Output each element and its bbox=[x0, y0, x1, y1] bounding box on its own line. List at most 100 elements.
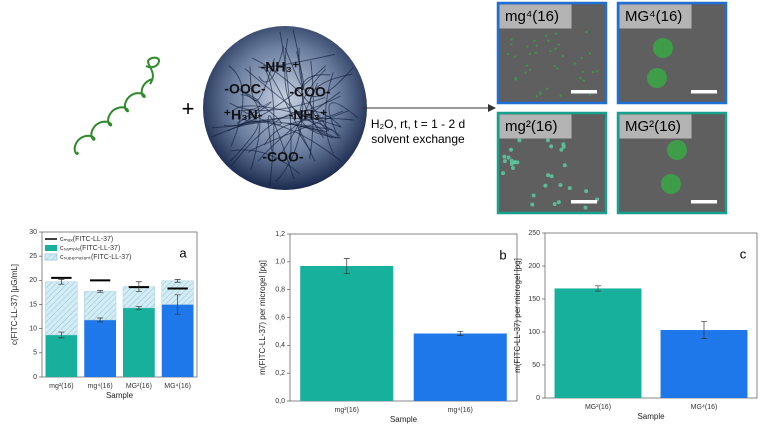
microgel-particle bbox=[549, 49, 552, 53]
scale-bar bbox=[691, 90, 717, 94]
group-label: -COO- bbox=[262, 149, 304, 165]
microgel-particle bbox=[653, 38, 673, 58]
error-bar-line bbox=[457, 331, 464, 336]
microgel-particle bbox=[556, 200, 561, 205]
microgel-particle bbox=[584, 189, 589, 194]
microgel-particle bbox=[567, 186, 572, 191]
microgel-particle bbox=[554, 32, 558, 35]
microgel-particle bbox=[588, 52, 592, 55]
protein-helix bbox=[73, 56, 160, 155]
microgel-particle bbox=[549, 144, 554, 149]
microgel-particle bbox=[517, 138, 522, 143]
microgel-particle bbox=[547, 39, 550, 42]
x-tick-label: MG⁴(16) bbox=[164, 383, 191, 390]
x-tick-label: mg²(16) bbox=[334, 407, 359, 414]
microgel-particle bbox=[581, 70, 585, 73]
y-tick-label: 0 bbox=[33, 374, 37, 381]
plus-sign: + bbox=[182, 96, 195, 121]
microgel-particle bbox=[554, 47, 557, 51]
microgel-particle bbox=[661, 174, 681, 194]
microgel-particle bbox=[501, 171, 506, 176]
error-bar-line bbox=[58, 331, 65, 339]
polymer-strand bbox=[257, 91, 341, 162]
microgel-particle bbox=[535, 44, 539, 47]
scale-bar bbox=[571, 200, 597, 204]
microgel-particle bbox=[502, 154, 507, 159]
group-label: -OOC- bbox=[224, 81, 266, 97]
error-bar bbox=[97, 290, 104, 293]
microgel-particle bbox=[506, 52, 510, 56]
polymer-strand bbox=[324, 72, 334, 154]
error-bar bbox=[701, 321, 707, 339]
microgel-particle bbox=[585, 30, 588, 34]
legend-label: cₘₐₓ(FITC-LL-37) bbox=[60, 236, 113, 243]
microgel-particle bbox=[515, 160, 520, 165]
panel-label: mg²(16) bbox=[505, 118, 558, 135]
error-bar-line bbox=[174, 279, 181, 283]
polymer-strand bbox=[233, 105, 342, 128]
y-tick-label: 50 bbox=[532, 362, 540, 369]
polymer-strand bbox=[301, 74, 331, 139]
y-tick-label: 0,4 bbox=[275, 342, 285, 349]
bar bbox=[413, 333, 507, 401]
bar bbox=[122, 307, 155, 377]
polymer-strand bbox=[223, 65, 327, 127]
error-bar bbox=[457, 331, 464, 336]
polymer-strand bbox=[309, 73, 353, 133]
label-band bbox=[499, 114, 572, 139]
panel-label: MG⁴(16) bbox=[625, 8, 682, 25]
microgel-particle bbox=[513, 55, 517, 58]
polymer-strand bbox=[264, 118, 354, 146]
microgel-particle bbox=[561, 142, 566, 147]
bar bbox=[300, 266, 394, 401]
panel-letter: a bbox=[179, 245, 187, 260]
plot-frame bbox=[544, 232, 758, 399]
y-tick-label: 100 bbox=[528, 329, 540, 336]
error-bar-line bbox=[135, 281, 142, 292]
x-tick-label: mg²(16) bbox=[49, 383, 74, 390]
x-tick-label: MG⁴(16) bbox=[691, 404, 718, 411]
polymer-strand bbox=[298, 125, 337, 152]
group-label: -COO- bbox=[289, 84, 331, 100]
microgel-particle bbox=[502, 159, 507, 164]
microgel-particle bbox=[573, 62, 576, 65]
microgel-particle bbox=[561, 54, 564, 58]
error-bar-line bbox=[701, 321, 707, 339]
microgel-particle bbox=[509, 147, 514, 152]
microgel-particle bbox=[562, 163, 567, 168]
microgel-particle bbox=[546, 173, 551, 178]
polymer-strand bbox=[228, 65, 244, 147]
error-bar bbox=[174, 279, 181, 283]
microgel-particle bbox=[524, 71, 527, 74]
condition: solvent exchange bbox=[371, 132, 465, 146]
microgel-particle bbox=[535, 95, 539, 98]
error-bar bbox=[135, 306, 142, 310]
error-bar-line bbox=[135, 306, 142, 310]
microgel-particle bbox=[557, 43, 561, 46]
label-band bbox=[619, 114, 692, 139]
microgel-particle bbox=[534, 51, 537, 55]
x-tick-label: mg⁴(16) bbox=[448, 407, 473, 414]
microgel-particle bbox=[582, 79, 586, 82]
error-bar bbox=[174, 294, 181, 315]
group-label: -NH₃⁺ bbox=[289, 107, 328, 123]
polymer-strand bbox=[236, 101, 272, 127]
error-bar bbox=[58, 279, 65, 285]
protein bbox=[73, 56, 160, 155]
y-tick-label: 0,8 bbox=[275, 287, 285, 294]
y-tick-label: 200 bbox=[528, 263, 540, 270]
y-tick-label: 1,0 bbox=[275, 259, 285, 266]
y-tick-label: 0,2 bbox=[275, 370, 285, 377]
microgel-particle bbox=[525, 64, 528, 67]
microgel-particle bbox=[510, 166, 515, 171]
polymer-strand bbox=[211, 117, 341, 138]
error-bar bbox=[97, 317, 104, 323]
polymer-strand bbox=[229, 96, 326, 112]
y-tick-label: 250 bbox=[528, 230, 540, 237]
bar bbox=[660, 330, 748, 398]
microgel-particle bbox=[591, 70, 595, 74]
microgel-particle bbox=[512, 160, 517, 165]
y-tick-label: 1,2 bbox=[275, 231, 285, 238]
group-label: -NH₃⁺ bbox=[261, 59, 300, 75]
x-tick-label: MG²(16) bbox=[126, 383, 152, 390]
